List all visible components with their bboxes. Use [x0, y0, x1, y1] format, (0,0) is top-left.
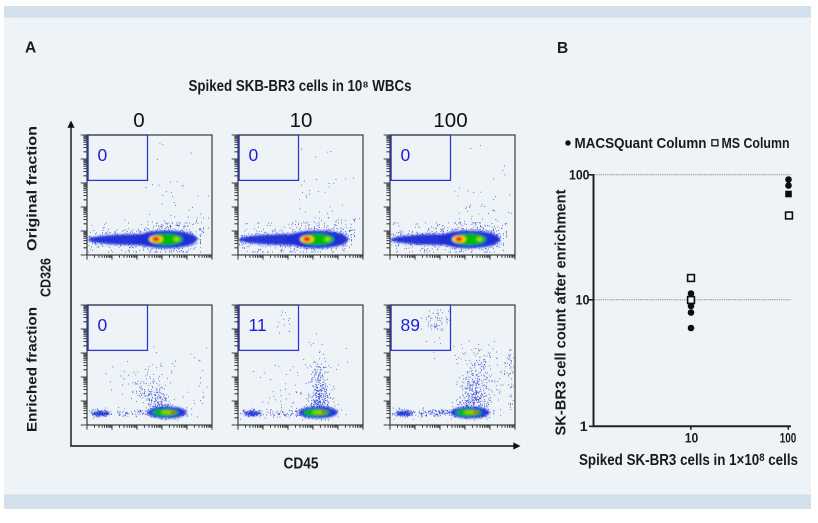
svg-text:89: 89 [401, 315, 420, 335]
svg-text:0: 0 [98, 315, 108, 335]
svg-text:B: B [557, 40, 568, 57]
svg-text:11: 11 [249, 315, 267, 335]
svg-text:Spiked SK-BR3 cells in 1×108 c: Spiked SK-BR3 cells in 1×108 cells [579, 452, 798, 469]
svg-text:Enriched fraction: Enriched fraction [24, 307, 40, 432]
svg-text:10: 10 [290, 109, 313, 132]
svg-text:0: 0 [401, 145, 411, 165]
svg-text:100: 100 [780, 430, 797, 446]
svg-text:CD326: CD326 [38, 258, 55, 297]
svg-text:100: 100 [569, 167, 590, 183]
svg-text:MS Column: MS Column [722, 135, 790, 152]
svg-text:0: 0 [98, 145, 108, 165]
svg-text:CD45: CD45 [284, 456, 319, 473]
svg-text:0: 0 [249, 145, 259, 165]
svg-text:Original fraction: Original fraction [24, 126, 40, 251]
svg-text:SK-BR3 cell count after enrich: SK-BR3 cell count after enrichment [553, 189, 570, 435]
svg-text:MACSQuant Column: MACSQuant Column [575, 135, 707, 152]
svg-text:Spiked SKB-BR3 cells in 10⁸ WB: Spiked SKB-BR3 cells in 10⁸ WBCs [189, 78, 412, 95]
svg-text:0: 0 [133, 109, 144, 132]
svg-text:10: 10 [685, 430, 699, 446]
svg-text:100: 100 [433, 109, 467, 132]
svg-text:A: A [25, 40, 36, 57]
svg-text:10: 10 [576, 292, 590, 308]
svg-text:1: 1 [580, 418, 588, 434]
